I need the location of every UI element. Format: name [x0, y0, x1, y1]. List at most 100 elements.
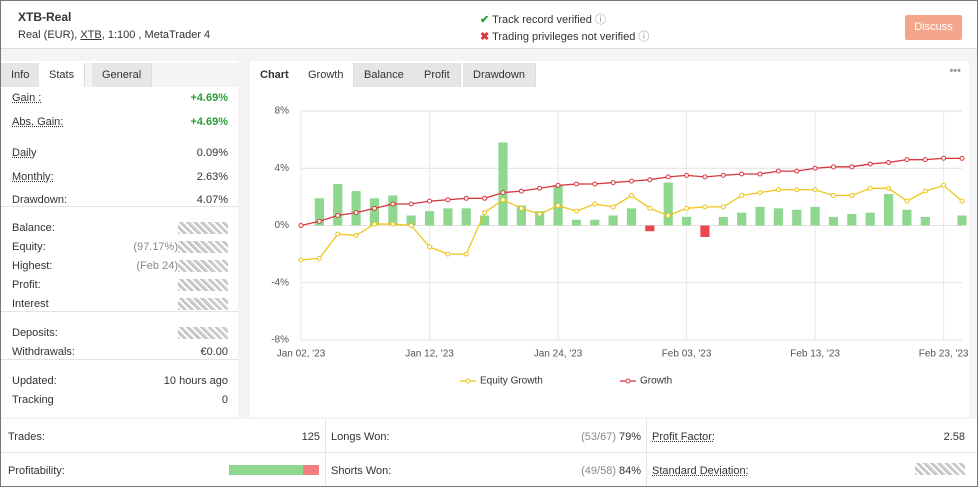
broker-link[interactable]: XTB	[80, 29, 102, 41]
stat-label: Daily	[12, 147, 37, 159]
tab[interactable]: Chart	[250, 63, 300, 87]
legend-marker	[625, 378, 631, 384]
stat-row: Profit:	[1, 276, 238, 295]
point	[463, 195, 469, 201]
stat-text: (53/67)	[581, 431, 616, 443]
stat-label: Drawdown:	[12, 194, 68, 206]
point	[610, 204, 616, 210]
x-tick-label: Jan 02, '23	[277, 349, 326, 360]
point	[335, 212, 341, 218]
blurred-value	[178, 298, 228, 310]
point	[684, 205, 690, 211]
stat-text: 125	[301, 431, 320, 443]
point	[665, 212, 671, 218]
point	[941, 182, 947, 188]
bar	[590, 219, 600, 226]
point	[739, 192, 745, 198]
bar	[645, 225, 655, 232]
x-tick-label: Jan 24, '23	[534, 349, 583, 360]
point	[959, 198, 965, 204]
stat-value: 0.09%	[196, 147, 228, 159]
point	[408, 201, 414, 207]
stat-row: Drawdown: 4.07%	[1, 191, 238, 210]
stat-text: 2.58	[943, 431, 965, 443]
point	[592, 181, 598, 187]
bar	[424, 211, 435, 226]
point	[316, 218, 322, 224]
point	[555, 202, 561, 208]
point	[298, 257, 304, 263]
blurred-value	[178, 327, 228, 339]
stat-row: Balance:	[1, 219, 238, 238]
tab[interactable]: Drawdown	[463, 63, 536, 87]
chart-panel: Chart Growth Balance Profit Drawdown ••• 8% 4…	[250, 61, 969, 417]
legend-label: Equity Growth	[480, 376, 543, 387]
point	[445, 251, 451, 257]
blurred-value	[915, 463, 965, 475]
stat-text: Profitability:	[8, 465, 65, 477]
point	[500, 190, 506, 196]
stat-row: Highest: (Feb 24)	[1, 257, 238, 276]
point	[298, 223, 304, 228]
point	[941, 155, 947, 161]
legend-marker	[465, 378, 471, 384]
stat-label: Updated:	[12, 375, 57, 387]
stat-value: 10 hours ago	[163, 375, 228, 387]
point	[371, 205, 377, 211]
profitability-bar	[229, 465, 303, 475]
x-tick-label: Feb 13, '23	[790, 349, 840, 360]
bar	[847, 214, 857, 226]
bar	[773, 208, 783, 226]
bottom-stats: Trades: 125 Profitability: Longs Won: (53/67…	[1, 419, 977, 486]
point	[629, 178, 634, 184]
point	[482, 210, 488, 216]
bar	[737, 212, 747, 226]
bar	[700, 225, 710, 237]
tab[interactable]: Growth	[298, 63, 355, 87]
point	[720, 172, 726, 178]
left-tabs: Info Stats General	[1, 63, 238, 87]
point	[702, 204, 708, 210]
account-text: , 1:100 , MetaTrader 4	[101, 29, 211, 41]
bar	[498, 142, 508, 226]
tab[interactable]: Info	[1, 63, 41, 87]
point	[408, 223, 414, 228]
point	[518, 205, 524, 211]
tab[interactable]: Stats	[39, 63, 86, 87]
bar	[681, 216, 692, 226]
point	[390, 221, 396, 227]
point	[812, 165, 818, 171]
point	[573, 208, 579, 214]
left-panel: Info Stats General Gain : +4.69% Abs. Gain: +…	[1, 61, 238, 417]
x-tick-label: Feb 23, '23	[919, 349, 969, 360]
stats: Gain : +4.69% Abs. Gain: +4.69% Daily 0.09% Mo…	[1, 89, 238, 417]
point	[353, 233, 359, 239]
point	[775, 168, 781, 174]
bar	[626, 208, 637, 226]
bar	[571, 219, 582, 226]
stat-label: Interest	[12, 298, 49, 310]
point	[757, 190, 763, 196]
stat-cell: Shorts Won: (49/58) 84%	[326, 453, 647, 486]
bar	[516, 205, 526, 226]
tab[interactable]: Balance	[354, 63, 415, 87]
bar	[608, 215, 618, 226]
discuss-button[interactable]: Discuss	[905, 15, 962, 40]
blurred-value	[178, 222, 228, 234]
tab[interactable]: Profit	[414, 63, 461, 87]
point	[959, 155, 965, 161]
point	[775, 187, 781, 193]
stat-row: Equity: (97.17%)	[1, 238, 238, 257]
bar	[535, 211, 545, 226]
stat-label: Monthly:	[12, 171, 54, 183]
stat-value: 2.63%	[196, 171, 228, 183]
stat-label: Gain :	[12, 92, 42, 104]
stat-text: (49/58)	[581, 465, 616, 477]
menu[interactable]: •••	[949, 65, 961, 77]
point	[849, 192, 855, 198]
bar	[480, 215, 490, 226]
bar	[406, 215, 416, 226]
tab[interactable]: General	[92, 63, 153, 87]
point	[904, 198, 910, 204]
point	[427, 244, 433, 250]
